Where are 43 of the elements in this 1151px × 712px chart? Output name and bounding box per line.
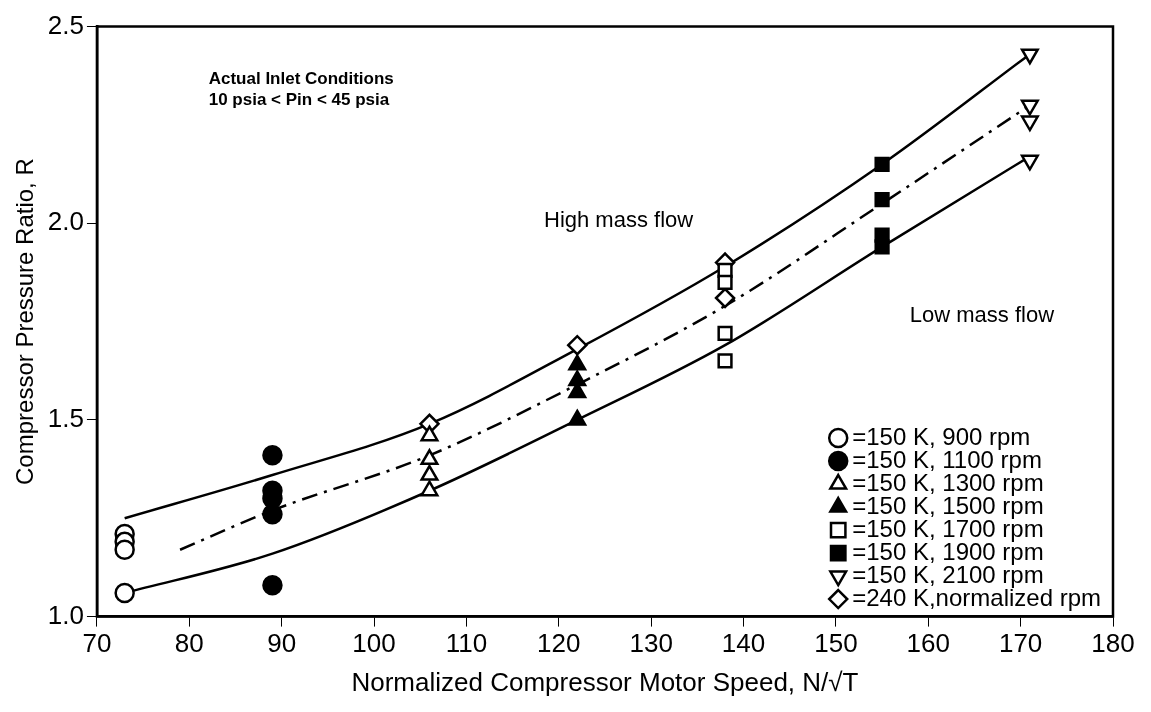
legend-label: =150 K, 900 rpm — [852, 422, 1031, 450]
x-tick-label: 160 — [906, 628, 950, 659]
x-tick-label: 110 — [445, 628, 488, 659]
point — [1020, 99, 1039, 116]
point — [262, 445, 283, 466]
x-axis-title: Normalized Compressor Motor Speed, N/√T — [351, 666, 859, 697]
point — [420, 449, 439, 466]
x-tick-label: 140 — [721, 628, 766, 659]
annotation: Low mass flow — [909, 301, 1055, 327]
y-tick-label: 1.5 — [47, 403, 84, 434]
point — [1020, 115, 1039, 132]
annotation: High mass flow — [544, 207, 694, 233]
annotation: Actual Inlet Conditions — [208, 69, 394, 89]
point — [262, 574, 283, 596]
y-tick-label: 2.5 — [47, 9, 84, 40]
y-tick-label: 2.0 — [47, 206, 84, 237]
x-tick-label: 130 — [629, 628, 673, 659]
point — [1020, 48, 1039, 65]
point — [114, 539, 135, 560]
x-tick-label: 70 — [82, 628, 112, 659]
y-axis-title: Compressor Pressure Ratio, R — [11, 158, 39, 485]
point — [717, 274, 733, 290]
point — [420, 480, 439, 497]
x-tick-label: 90 — [267, 628, 297, 659]
point — [420, 425, 439, 442]
x-tick-label: 180 — [1091, 628, 1135, 659]
y-tick-label: 1.0 — [47, 599, 84, 630]
point — [717, 325, 733, 342]
point — [717, 353, 733, 369]
point — [874, 239, 890, 255]
point — [1020, 154, 1039, 171]
point — [874, 192, 890, 208]
x-tick-label: 170 — [998, 628, 1043, 659]
x-tick-label: 150 — [814, 628, 858, 659]
x-tick-label: 80 — [174, 628, 204, 659]
point — [567, 334, 588, 356]
point — [114, 582, 135, 604]
point — [262, 504, 283, 525]
x-tick-label: 100 — [352, 628, 396, 659]
point — [714, 287, 736, 309]
x-tick-label: 120 — [537, 628, 581, 659]
annotation: 10 psia < Pin < 45 psia — [208, 90, 390, 110]
point — [874, 156, 890, 172]
